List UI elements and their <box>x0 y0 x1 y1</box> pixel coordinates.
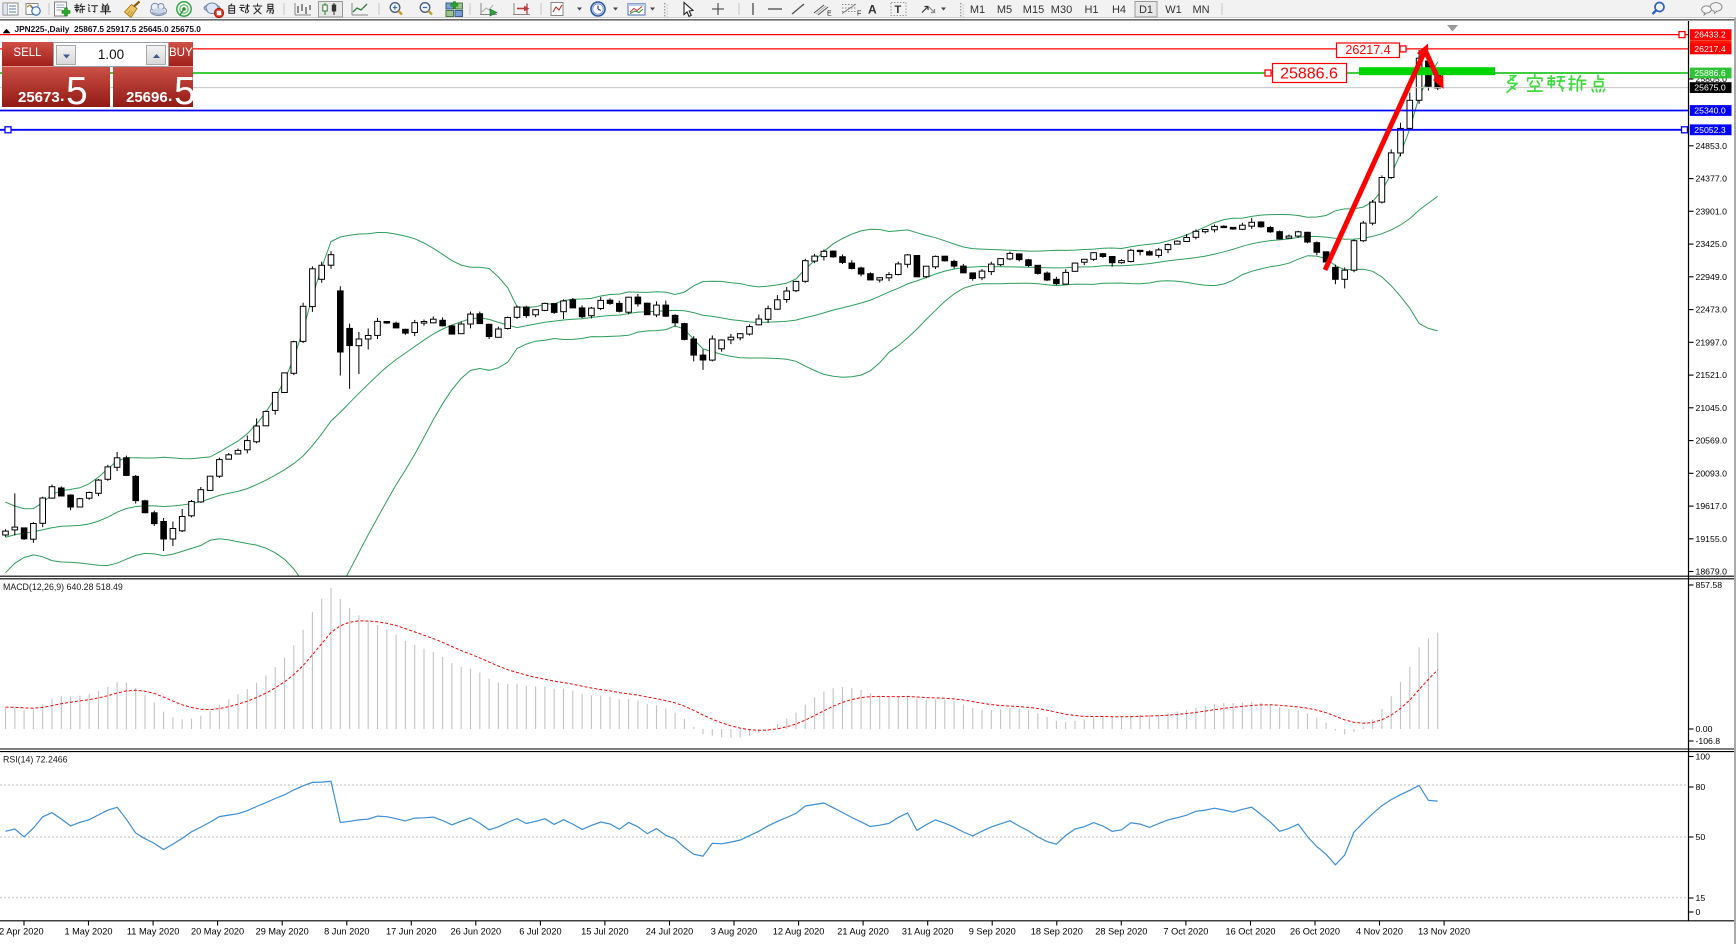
svg-text:857.58: 857.58 <box>1696 580 1723 590</box>
svg-text:100: 100 <box>1696 752 1711 762</box>
svg-text:D1: D1 <box>1139 4 1153 16</box>
svg-text:19617.0: 19617.0 <box>1696 501 1728 511</box>
svg-text:50: 50 <box>1696 832 1706 842</box>
svg-text:E: E <box>827 11 832 18</box>
svg-text:22473.0: 22473.0 <box>1696 305 1728 315</box>
svg-text:H1: H1 <box>1084 4 1098 16</box>
svg-text:13 Nov 2020: 13 Nov 2020 <box>1418 926 1470 936</box>
svg-text:28 Sep 2020: 28 Sep 2020 <box>1095 926 1147 936</box>
svg-text:15: 15 <box>1696 893 1706 903</box>
svg-text:A: A <box>868 3 877 17</box>
svg-text:11 May 2020: 11 May 2020 <box>127 926 179 936</box>
svg-text:26433.2: 26433.2 <box>1694 30 1726 40</box>
svg-text:T: T <box>895 4 902 16</box>
svg-text:25886.6: 25886.6 <box>1694 68 1726 78</box>
svg-text:22949.0: 22949.0 <box>1696 272 1728 282</box>
svg-text:M30: M30 <box>1051 4 1072 16</box>
svg-text:24853.0: 24853.0 <box>1696 141 1728 151</box>
svg-text:M15: M15 <box>1023 4 1044 16</box>
svg-text:0.00: 0.00 <box>1696 724 1713 734</box>
svg-text:7 Oct 2020: 7 Oct 2020 <box>1163 926 1208 936</box>
svg-text:15 Jul 2020: 15 Jul 2020 <box>581 926 629 936</box>
svg-text:JPN225-,Daily 25867.5 25917.5: JPN225-,Daily 25867.5 25917.5 25645.0 25… <box>15 24 202 34</box>
svg-text:H4: H4 <box>1112 4 1126 16</box>
svg-text:24 Jul 2020: 24 Jul 2020 <box>646 926 694 936</box>
svg-text:8 Jun 2020: 8 Jun 2020 <box>324 926 369 936</box>
svg-text:19155.0: 19155.0 <box>1696 534 1728 544</box>
svg-text:MN: MN <box>1192 4 1209 16</box>
svg-text:6 Jul 2020: 6 Jul 2020 <box>519 926 561 936</box>
svg-text:W1: W1 <box>1165 4 1182 16</box>
svg-text:31 Aug 2020: 31 Aug 2020 <box>902 926 954 936</box>
svg-text:23425.0: 23425.0 <box>1696 239 1728 249</box>
svg-text:21 Aug 2020: 21 Aug 2020 <box>837 926 889 936</box>
svg-text:20 May 2020: 20 May 2020 <box>191 926 244 936</box>
svg-text:20093.0: 20093.0 <box>1696 468 1728 478</box>
svg-text:80: 80 <box>1696 782 1706 792</box>
svg-text:25886.6: 25886.6 <box>1280 66 1338 83</box>
svg-text:26217.4: 26217.4 <box>1694 44 1726 54</box>
svg-text:M5: M5 <box>997 4 1012 16</box>
svg-text:1 May 2020: 1 May 2020 <box>64 926 112 936</box>
svg-text:29 May 2020: 29 May 2020 <box>256 926 309 936</box>
svg-text:20569.0: 20569.0 <box>1696 436 1728 446</box>
svg-text:16 Oct 2020: 16 Oct 2020 <box>1225 926 1275 936</box>
svg-text:21997.0: 21997.0 <box>1696 337 1728 347</box>
svg-text:22 Apr 2020: 22 Apr 2020 <box>0 926 44 936</box>
svg-text:12 Aug 2020: 12 Aug 2020 <box>773 926 825 936</box>
svg-text:18 Sep 2020: 18 Sep 2020 <box>1031 926 1083 936</box>
svg-text:25340.0: 25340.0 <box>1694 106 1726 116</box>
svg-text:26 Jun 2020: 26 Jun 2020 <box>451 926 502 936</box>
svg-text:0: 0 <box>1696 907 1701 917</box>
svg-text:9 Sep 2020: 9 Sep 2020 <box>969 926 1016 936</box>
svg-text:25675.0: 25675.0 <box>1694 83 1726 93</box>
svg-text:F: F <box>857 11 861 18</box>
svg-text:MACD(12,26,9) 640.28 518.49: MACD(12,26,9) 640.28 518.49 <box>3 582 123 592</box>
svg-text:24377.0: 24377.0 <box>1696 174 1728 184</box>
svg-text:17 Jun 2020: 17 Jun 2020 <box>386 926 437 936</box>
svg-text:26217.4: 26217.4 <box>1345 43 1390 57</box>
svg-text:4 Nov 2020: 4 Nov 2020 <box>1356 926 1403 936</box>
svg-text:23901.0: 23901.0 <box>1696 206 1728 216</box>
svg-text:25805.0: 25805.0 <box>1696 74 1728 84</box>
svg-text:18679.0: 18679.0 <box>1696 567 1728 577</box>
svg-text:26 Oct 2020: 26 Oct 2020 <box>1290 926 1340 936</box>
svg-text:3 Aug 2020: 3 Aug 2020 <box>711 926 758 936</box>
svg-text:21045.0: 21045.0 <box>1696 403 1728 413</box>
svg-text:25052.3: 25052.3 <box>1694 125 1726 135</box>
svg-text:M1: M1 <box>970 4 985 16</box>
svg-text:RSI(14) 72.2466: RSI(14) 72.2466 <box>3 755 68 765</box>
svg-text:-106.8: -106.8 <box>1696 736 1721 746</box>
svg-text:21521.0: 21521.0 <box>1696 370 1728 380</box>
